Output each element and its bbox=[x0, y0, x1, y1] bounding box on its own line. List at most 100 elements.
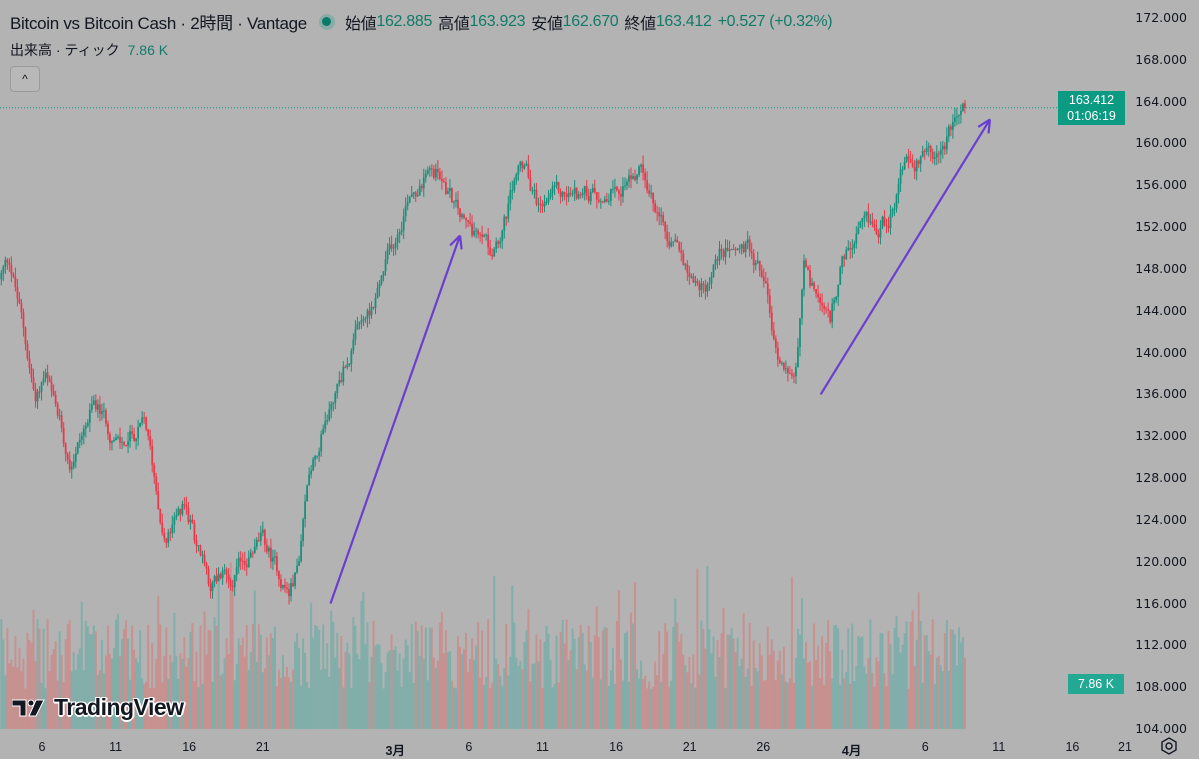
volume-bar bbox=[430, 628, 433, 729]
volume-label[interactable]: 出来高 · ティック bbox=[10, 42, 120, 58]
candle bbox=[706, 284, 709, 292]
settings-icon[interactable] bbox=[1160, 737, 1178, 755]
candle bbox=[133, 434, 135, 441]
volume-bar bbox=[917, 592, 920, 729]
candle bbox=[205, 563, 208, 569]
volume-badge: 7.86 K bbox=[1068, 674, 1124, 694]
candle bbox=[70, 466, 73, 470]
volume-bar bbox=[694, 687, 697, 729]
candle bbox=[927, 146, 930, 148]
volume-bar bbox=[44, 688, 47, 729]
volume-bar bbox=[153, 687, 156, 729]
volume-bar bbox=[495, 658, 498, 729]
volume-bar bbox=[84, 620, 87, 729]
candle bbox=[903, 161, 906, 170]
candle bbox=[660, 215, 663, 217]
volume-bar bbox=[408, 672, 411, 729]
candle bbox=[386, 249, 389, 260]
candle bbox=[352, 339, 355, 351]
candle bbox=[559, 190, 562, 197]
candle bbox=[245, 564, 248, 568]
price-tick-label: 104.000 bbox=[1135, 721, 1187, 736]
volume-bar bbox=[386, 652, 389, 729]
collapse-legend-button[interactable]: ^ bbox=[10, 66, 40, 92]
tradingview-logo[interactable]: TradingView bbox=[12, 694, 184, 721]
candle bbox=[366, 310, 369, 319]
candle bbox=[447, 191, 449, 194]
volume-bar bbox=[167, 678, 170, 729]
volume-bar bbox=[269, 633, 272, 729]
candle bbox=[551, 186, 554, 193]
candle bbox=[567, 192, 570, 197]
candle bbox=[113, 440, 115, 442]
candle bbox=[672, 241, 675, 243]
candle bbox=[616, 186, 618, 191]
candle bbox=[575, 187, 578, 199]
candle bbox=[583, 185, 586, 194]
candle bbox=[135, 438, 138, 441]
volume-bar bbox=[155, 659, 158, 729]
volume-bar bbox=[947, 671, 950, 729]
volume-bar bbox=[316, 626, 319, 729]
volume-bar bbox=[58, 631, 61, 729]
volume-bar bbox=[621, 680, 624, 729]
candle bbox=[177, 508, 180, 516]
candle bbox=[533, 189, 536, 191]
candle bbox=[145, 417, 148, 430]
volume-bar bbox=[424, 627, 427, 729]
volume-bar bbox=[16, 667, 19, 729]
candle bbox=[181, 504, 184, 515]
candle bbox=[84, 425, 87, 429]
volume-bar bbox=[843, 678, 846, 729]
volume-bar bbox=[855, 665, 858, 729]
volume-bar bbox=[74, 669, 77, 729]
volume-bar bbox=[161, 682, 164, 729]
volume-bar bbox=[388, 650, 391, 729]
candle bbox=[457, 199, 459, 209]
candle bbox=[664, 222, 667, 232]
candle bbox=[280, 579, 282, 588]
volume-bar bbox=[589, 642, 592, 729]
volume-bar bbox=[632, 623, 635, 729]
candle bbox=[199, 545, 202, 556]
candle bbox=[712, 264, 715, 277]
candle bbox=[326, 419, 329, 422]
candle bbox=[895, 194, 898, 209]
volume-bar bbox=[165, 627, 168, 729]
volume-bar bbox=[384, 672, 387, 729]
candle bbox=[131, 431, 133, 435]
symbol-title[interactable]: Bitcoin vs Bitcoin Cash · 2時間 · Vantage bbox=[10, 14, 307, 33]
candle bbox=[438, 172, 441, 179]
candle bbox=[843, 256, 846, 259]
volume-bar bbox=[597, 637, 600, 729]
candle bbox=[943, 145, 946, 150]
candle bbox=[445, 182, 447, 194]
volume-bar bbox=[485, 676, 488, 729]
volume-bar bbox=[263, 668, 266, 729]
volume-bar bbox=[949, 629, 952, 729]
volume-bar bbox=[662, 653, 665, 729]
volume-bar bbox=[362, 591, 365, 729]
candle bbox=[6, 259, 9, 263]
volume-bar bbox=[933, 684, 936, 729]
volume-bars bbox=[0, 562, 966, 729]
candle bbox=[748, 239, 751, 252]
volume-bar bbox=[939, 665, 942, 729]
candle bbox=[20, 302, 23, 313]
candle bbox=[30, 368, 33, 378]
volume-bar bbox=[650, 688, 653, 729]
candle bbox=[668, 240, 671, 247]
volume-bar bbox=[668, 686, 671, 729]
volume-bar bbox=[891, 674, 894, 729]
volume-bar bbox=[275, 686, 278, 729]
volume-bar bbox=[664, 623, 667, 729]
volume-bar bbox=[660, 681, 663, 729]
volume-bar bbox=[255, 661, 258, 729]
candles bbox=[0, 99, 966, 605]
volume-bar bbox=[416, 630, 419, 729]
candle bbox=[424, 173, 427, 178]
volume-bar bbox=[813, 623, 816, 729]
arrow-shaft bbox=[819, 118, 991, 395]
volume-bar bbox=[875, 657, 878, 729]
